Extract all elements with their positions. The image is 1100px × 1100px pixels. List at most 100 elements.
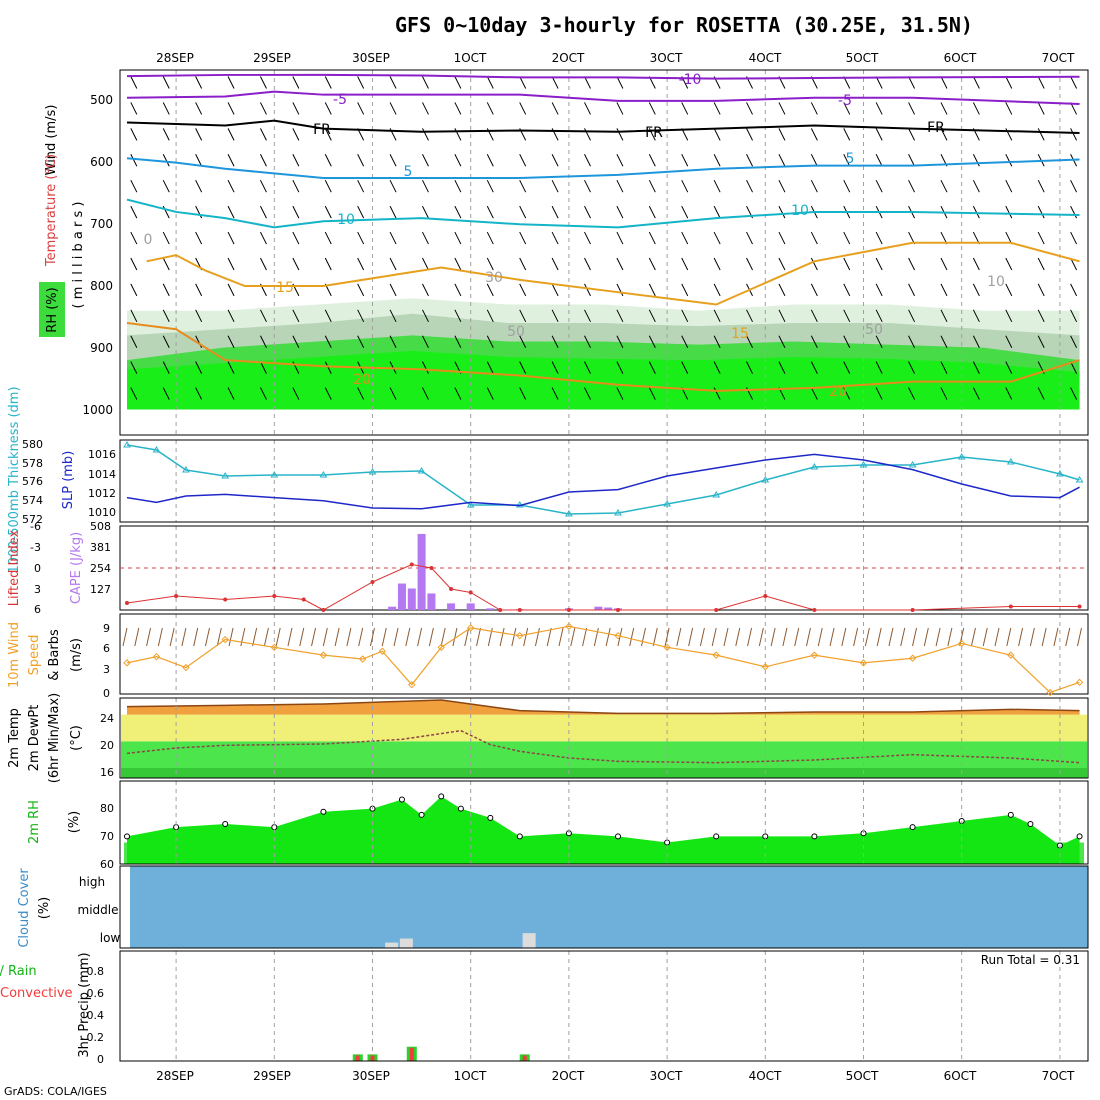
li-label: Lifted Index — [7, 529, 22, 606]
wind-barb — [1037, 387, 1045, 400]
wind-barb — [292, 335, 300, 348]
wind-barb — [681, 205, 689, 219]
wind-barb — [713, 102, 721, 115]
wind-barb — [422, 283, 429, 297]
wind-barb — [389, 102, 397, 115]
cape-tick: 381 — [90, 541, 111, 554]
thickness-point — [152, 446, 161, 453]
cloud-level-label: low — [100, 931, 121, 945]
rh-shade-layer — [127, 350, 1080, 410]
wind-barb — [940, 102, 948, 115]
wind-barb — [292, 128, 300, 141]
wind-barb — [746, 128, 753, 141]
wind-barb — [134, 627, 140, 647]
wind-barb — [292, 231, 300, 245]
wind-barb — [324, 335, 332, 348]
wind-barb — [746, 154, 753, 167]
lifted-index-point — [468, 590, 473, 595]
t2m-label-3: (6hr Min/Max) — [47, 693, 62, 783]
wind-barb — [923, 627, 929, 647]
precip-tick: 0.4 — [87, 1009, 105, 1022]
wind-barb — [130, 335, 138, 348]
lifted-index-line — [126, 563, 1080, 611]
thickness-tick: 578 — [22, 457, 43, 470]
thickness-point — [663, 500, 671, 507]
lifted-index-point — [1077, 604, 1082, 609]
wind-barb — [778, 205, 786, 219]
wind-barb — [681, 257, 689, 271]
wind-barb — [130, 205, 138, 219]
wind-barb — [454, 257, 462, 271]
thickness-point — [614, 509, 622, 516]
wind-speed-point — [565, 622, 573, 631]
wind-barb — [195, 283, 203, 297]
wind-barb — [1005, 283, 1013, 297]
wind-barb — [357, 257, 365, 271]
wind-barb — [324, 154, 332, 167]
t2m-label-1: 2m Temp — [7, 708, 22, 768]
wind-barb — [1037, 102, 1045, 115]
wind-barb — [584, 205, 591, 219]
rh2m-label: 2m RH — [27, 800, 42, 844]
isotherm-line — [126, 322, 1080, 392]
wind-barb — [900, 627, 906, 647]
wind-barb — [519, 387, 527, 400]
wind-barb — [1070, 179, 1078, 193]
wind-barb — [486, 335, 494, 348]
cloud-series — [385, 933, 536, 948]
wind-barb — [122, 627, 128, 647]
wind-speed-point — [437, 643, 445, 652]
wind-barb — [805, 627, 811, 647]
thickness-point — [957, 453, 966, 460]
wind-speed-point — [712, 651, 720, 659]
rh2m-grid — [175, 781, 1061, 864]
top-date-axis: 28SEP 29SEP 30SEP 1OCT 2OCT 3OCT 4OCT 5O… — [156, 51, 1075, 65]
lifted-index-point — [763, 594, 768, 598]
cape-bar — [427, 593, 436, 610]
cape-bar — [397, 583, 406, 610]
wind-barb — [1029, 627, 1035, 647]
wind-barb — [146, 627, 152, 647]
wind10m-barbs — [122, 627, 1082, 647]
wind-barb — [778, 309, 786, 323]
wind-barb — [794, 627, 800, 647]
wind-label-1: 10m Wind — [7, 622, 22, 688]
thickness-point — [417, 467, 426, 474]
cape-tick: 508 — [90, 520, 111, 533]
low-cloud-bar — [385, 942, 399, 948]
wind-barb — [908, 335, 916, 348]
wind-barb — [162, 128, 170, 141]
li-tick: -3 — [30, 541, 41, 554]
contour-label: -5 — [838, 93, 852, 109]
rh-point — [713, 833, 720, 840]
wind-barb — [843, 179, 851, 193]
bottom-date-label: 28SEP — [156, 1069, 194, 1083]
wind-barb — [162, 76, 170, 89]
t2m-panel: 24 20 16 2m Temp 2m DewPt (6hr Min/Max) … — [7, 693, 1089, 783]
wind-barb — [311, 627, 317, 647]
contour-label: -10 — [679, 72, 702, 88]
wind-barb — [519, 309, 527, 323]
wind-barb — [130, 154, 138, 167]
thickness-label: 1000-500mb Thickness (dm) — [7, 386, 22, 573]
wind-barb — [486, 257, 494, 271]
rh2m-panel: 80 70 60 2m RH (%) — [27, 780, 1089, 871]
wind-barb — [713, 283, 721, 297]
wind-barb — [676, 627, 682, 647]
wind-barb — [519, 361, 527, 374]
pressure-tick: 900 — [90, 341, 113, 355]
wind-barb — [908, 154, 916, 167]
thickness-point — [1006, 458, 1015, 465]
precip-tick: 0.6 — [87, 987, 105, 1000]
wind-barb — [1005, 179, 1013, 193]
wind-barb — [778, 335, 786, 348]
wind-barb — [875, 102, 883, 115]
wind-barb — [810, 231, 818, 245]
top-date-label: 4OCT — [749, 51, 782, 65]
wind-speed-point — [1075, 678, 1084, 687]
thickness-point — [182, 466, 190, 473]
wind-barb — [486, 283, 494, 297]
thickness-point — [368, 468, 377, 475]
wind-barb — [593, 627, 599, 647]
wind-barb — [324, 102, 332, 115]
